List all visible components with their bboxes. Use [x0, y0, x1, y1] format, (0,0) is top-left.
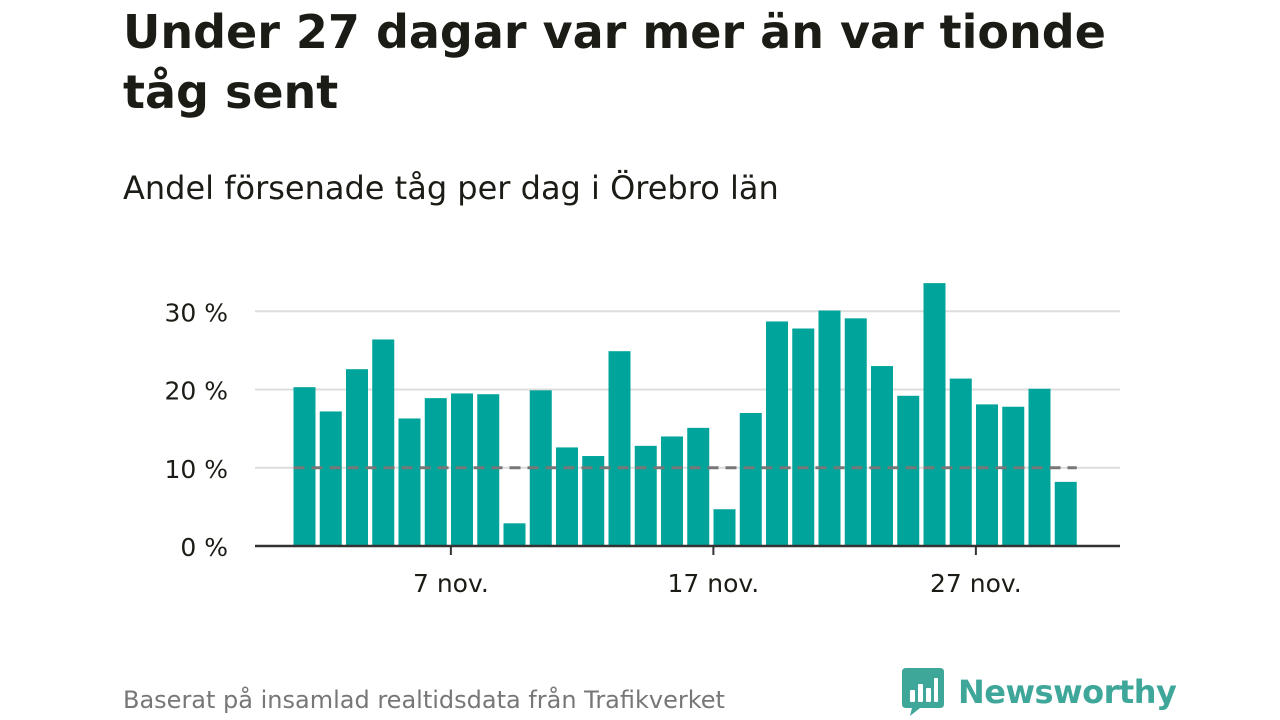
source-note: Baserat på insamlad realtidsdata från Tr…: [123, 686, 725, 714]
bar: [503, 523, 526, 546]
y-tick-label: 30 %: [164, 298, 228, 327]
y-tick-label: 0 %: [180, 533, 228, 562]
bar: [398, 418, 421, 546]
bar: [923, 283, 946, 546]
bar: [976, 404, 998, 546]
bar: [556, 447, 578, 546]
bar: [634, 445, 657, 546]
tick-labels: 0 % 10 % 20 % 30 % 7 nov. 17 nov. 27 nov.: [164, 298, 1021, 598]
axes: [255, 544, 1120, 555]
bar: [346, 369, 368, 546]
bar: [687, 427, 710, 546]
brand-name: Newsworthy: [958, 673, 1177, 711]
bar: [661, 436, 683, 546]
bar: [897, 395, 920, 546]
bar: [372, 339, 395, 546]
bar: [766, 321, 788, 546]
bar: [424, 398, 447, 546]
bar: [949, 378, 972, 546]
bar: [451, 393, 473, 546]
bars: [293, 283, 1077, 546]
bar: [1002, 406, 1025, 546]
bar: [713, 509, 736, 546]
bar: [319, 411, 342, 546]
y-tick-label: 10 %: [164, 455, 228, 484]
brand-logo: Newsworthy: [902, 668, 1177, 716]
bar: [1054, 481, 1077, 546]
chart-title: Under 27 dagar var mer än var tionde tåg…: [123, 5, 1106, 119]
chart-subtitle: Andel försenade tåg per dag i Örebro län: [123, 169, 779, 207]
bar: [871, 366, 893, 546]
bar: [582, 456, 605, 546]
bar: [818, 310, 841, 546]
bar: [608, 351, 631, 546]
bar: [844, 318, 867, 546]
bar: [739, 413, 762, 546]
bar: [529, 390, 552, 546]
newsworthy-logo-icon: [902, 668, 944, 716]
bar: [792, 328, 815, 546]
x-tick-label: 27 nov.: [930, 569, 1022, 598]
bar: [477, 394, 500, 546]
x-tick-label: 17 nov.: [668, 569, 760, 598]
y-tick-label: 20 %: [164, 377, 228, 406]
x-tick-label: 7 nov.: [413, 569, 489, 598]
bar-chart: 0 % 10 % 20 % 30 % 7 nov. 17 nov. 27 nov.: [164, 283, 1120, 598]
